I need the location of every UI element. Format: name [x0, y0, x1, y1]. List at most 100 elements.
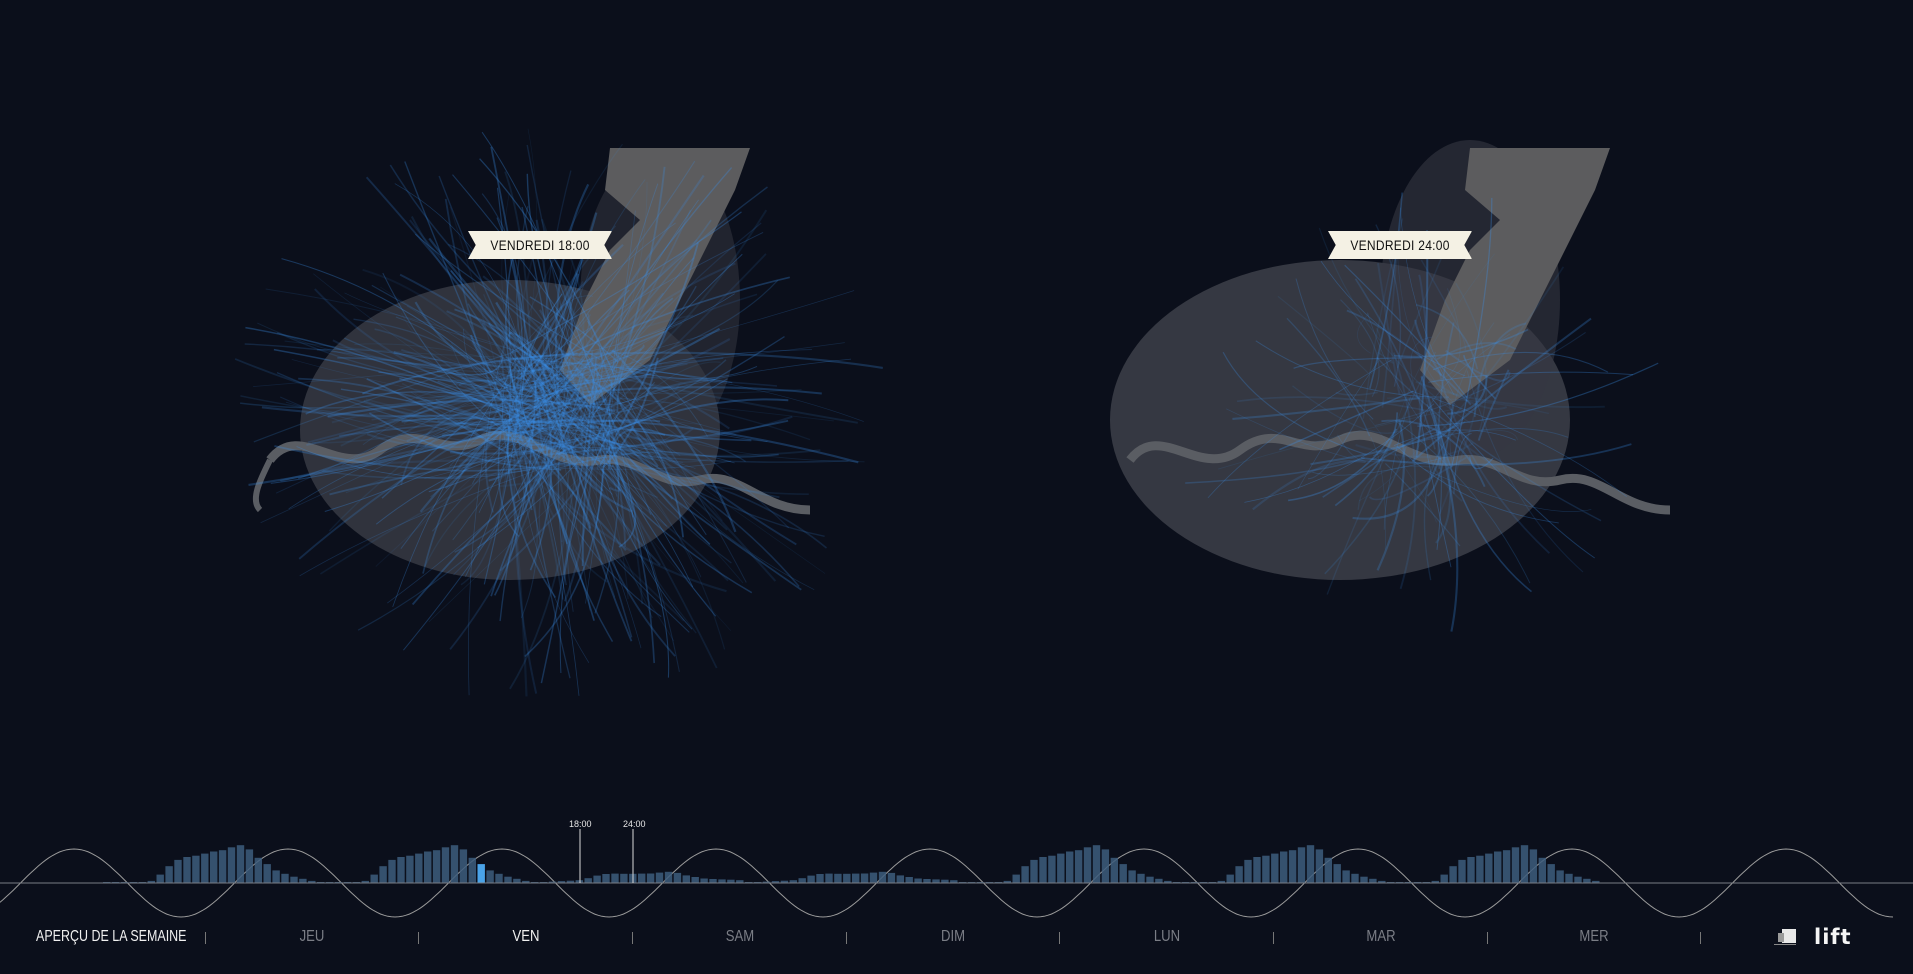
hour-bar[interactable] — [646, 873, 655, 884]
hour-bar[interactable] — [1012, 874, 1020, 883]
hour-bar[interactable] — [183, 857, 191, 883]
hour-bar[interactable] — [272, 870, 280, 883]
day-tab-sam[interactable]: SAM — [725, 928, 755, 945]
hour-bar[interactable] — [1003, 880, 1011, 883]
day-tab-dim[interactable]: DIM — [940, 928, 966, 945]
hour-bar[interactable] — [736, 880, 744, 883]
hour-bar[interactable] — [1039, 857, 1047, 883]
hour-bar[interactable] — [1297, 847, 1306, 883]
hour-bar[interactable] — [379, 866, 387, 883]
hour-bar[interactable] — [236, 845, 245, 883]
hour-bar[interactable] — [611, 873, 619, 883]
hour-bar[interactable] — [1030, 859, 1038, 883]
hour-bar[interactable] — [914, 878, 922, 884]
hour-bar[interactable] — [245, 849, 254, 883]
hour-bar[interactable] — [843, 873, 851, 883]
hour-bar[interactable] — [1565, 873, 1573, 883]
hour-bar[interactable] — [1378, 880, 1386, 883]
hour-bar[interactable] — [941, 879, 949, 883]
hour-bar[interactable] — [869, 872, 878, 883]
hour-bar[interactable] — [816, 874, 824, 883]
hour-bar[interactable] — [1155, 878, 1163, 883]
hour-bar[interactable] — [290, 876, 298, 883]
hour-bar[interactable] — [887, 872, 896, 883]
hour-bar[interactable] — [1574, 876, 1582, 883]
hour-bar[interactable] — [700, 878, 708, 884]
hour-bar[interactable] — [432, 850, 441, 883]
day-tab-jeu[interactable]: JEU — [299, 928, 325, 945]
hour-bar[interactable] — [254, 857, 262, 883]
hour-bar[interactable] — [789, 880, 797, 883]
partner-logo-icon[interactable] — [1773, 928, 1799, 948]
hour-bar[interactable] — [1351, 873, 1359, 883]
hour-bar[interactable] — [227, 847, 236, 883]
hour-bar[interactable] — [147, 880, 155, 883]
hour-bar[interactable] — [950, 880, 958, 883]
hour-bar[interactable] — [192, 855, 200, 883]
hour-bar[interactable] — [878, 871, 887, 883]
hour-bar[interactable] — [1592, 880, 1600, 883]
hour-bar[interactable] — [1315, 849, 1324, 883]
hour-bar[interactable] — [450, 845, 459, 883]
hour-bar[interactable] — [1235, 866, 1243, 883]
hour-bar[interactable] — [1440, 874, 1448, 883]
hour-bar[interactable] — [807, 875, 815, 883]
hour-bar[interactable] — [602, 874, 610, 883]
day-tab-mer[interactable]: MER — [1579, 928, 1609, 945]
hour-bar[interactable] — [709, 879, 717, 883]
hour-bar[interactable] — [638, 873, 646, 883]
hour-bar[interactable] — [673, 872, 682, 883]
hour-bar[interactable] — [1485, 853, 1493, 883]
hour-bar[interactable] — [281, 873, 289, 883]
hour-bar[interactable] — [593, 875, 601, 883]
hour-bar[interactable] — [1253, 857, 1261, 883]
hour-bar[interactable] — [388, 859, 396, 883]
hour-bar[interactable] — [1164, 880, 1172, 883]
hour-bar[interactable] — [522, 880, 530, 883]
hour-bar[interactable] — [1074, 850, 1083, 883]
hour-bar[interactable] — [1556, 870, 1564, 883]
hour-bar[interactable] — [486, 870, 494, 883]
hour-bar[interactable] — [727, 879, 735, 883]
hour-bar[interactable] — [1502, 850, 1511, 883]
hour-bar[interactable] — [1583, 878, 1591, 883]
hour-bar[interactable] — [1529, 849, 1538, 883]
week-overview-title[interactable]: APERÇU DE LA SEMAINE — [36, 928, 187, 945]
hour-bar[interactable] — [1110, 857, 1118, 883]
hour-bar[interactable] — [1128, 870, 1136, 883]
hour-bar[interactable] — [1244, 859, 1252, 883]
hour-bar[interactable] — [1271, 853, 1279, 883]
hour-bar[interactable] — [905, 877, 913, 883]
hour-bar[interactable] — [1494, 851, 1502, 884]
hour-bar[interactable] — [1083, 847, 1092, 883]
hour-bar[interactable] — [664, 871, 673, 883]
hour-bar[interactable] — [504, 876, 512, 883]
hour-bar[interactable] — [718, 879, 726, 883]
hour-bar[interactable] — [415, 853, 423, 883]
hour-bar[interactable] — [1280, 851, 1288, 884]
hour-bar[interactable] — [1288, 850, 1297, 883]
hour-bar[interactable] — [165, 866, 173, 883]
hour-bar[interactable] — [584, 878, 592, 883]
hour-bar[interactable] — [852, 873, 860, 883]
hour-bar[interactable] — [218, 850, 227, 883]
hour-bar[interactable] — [557, 881, 566, 883]
hour-bar[interactable] — [201, 853, 209, 883]
hour-bar[interactable] — [691, 877, 699, 883]
hour-bar[interactable] — [566, 880, 575, 883]
hour-bar[interactable] — [308, 880, 316, 883]
day-tab-ven[interactable]: VEN — [512, 928, 540, 945]
day-tab-mar[interactable]: MAR — [1366, 928, 1396, 945]
hour-bar[interactable] — [1262, 855, 1270, 883]
hour-bar[interactable] — [896, 875, 904, 883]
hour-bar[interactable] — [575, 880, 583, 883]
hour-bar[interactable] — [1092, 845, 1101, 883]
hour-bar[interactable] — [1146, 876, 1154, 883]
hour-bar[interactable] — [1360, 876, 1368, 883]
hour-bar[interactable] — [513, 878, 521, 883]
hour-bar[interactable] — [174, 859, 182, 883]
hour-bar[interactable] — [620, 873, 628, 883]
hour-bar[interactable] — [1511, 847, 1520, 883]
hour-bar[interactable] — [1538, 857, 1546, 883]
hour-bar[interactable] — [1057, 853, 1065, 883]
